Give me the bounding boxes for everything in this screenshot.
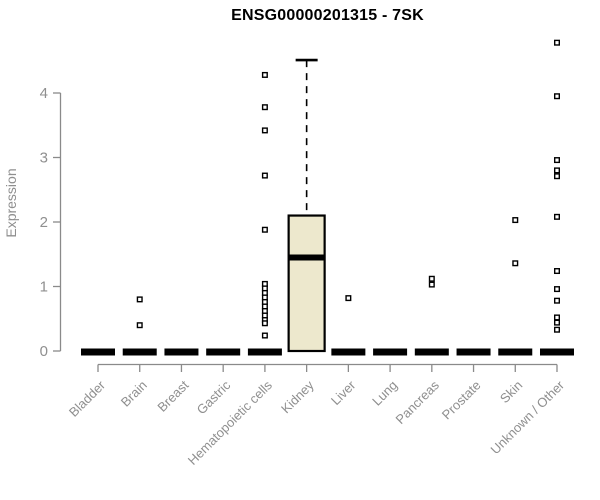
x-tick-label-unknown-other: Unknown / Other xyxy=(488,377,568,457)
box-hematopoietic-cells xyxy=(247,348,282,356)
y-tick-label-1: 1 xyxy=(40,279,48,296)
outlier-unknown-other xyxy=(553,268,560,275)
x-tick-label-skin: Skin xyxy=(497,378,525,406)
y-tick-label-3: 3 xyxy=(40,150,48,167)
box-pancreas xyxy=(414,348,449,356)
box-skin xyxy=(498,348,533,356)
y-axis-title: Expression xyxy=(3,168,19,238)
box-prostate xyxy=(456,348,491,356)
outlier-unknown-other xyxy=(553,213,560,220)
y-tick-label-2: 2 xyxy=(40,214,48,231)
box-unknown-other xyxy=(539,348,574,356)
box-bladder xyxy=(81,348,115,356)
outlier-unknown-other xyxy=(553,286,560,293)
outlier-unknown-other xyxy=(553,297,560,304)
outlier-hematopoietic-cells xyxy=(261,71,268,78)
box-liver xyxy=(331,348,366,356)
x-tick-label-liver: Liver xyxy=(328,377,359,408)
outlier-unknown-other xyxy=(553,173,560,180)
outlier-brain xyxy=(136,296,143,303)
x-tick-label-lung: Lung xyxy=(369,378,400,409)
outlier-pancreas xyxy=(428,281,435,288)
outlier-skin xyxy=(512,260,519,267)
chart-title: ENSG00000201315 - 7SK xyxy=(231,7,424,24)
outlier-hematopoietic-cells xyxy=(261,226,268,233)
outlier-hematopoietic-cells xyxy=(261,332,268,339)
box-lung xyxy=(373,348,408,356)
x-tick-label-bladder: Bladder xyxy=(66,377,109,420)
outlier-hematopoietic-cells xyxy=(261,127,268,134)
outlier-hematopoietic-cells xyxy=(261,172,268,179)
outlier-unknown-other xyxy=(553,39,560,46)
x-tick-label-brain: Brain xyxy=(118,378,150,410)
x-tick-label-gastric: Gastric xyxy=(194,377,234,417)
outlier-unknown-other xyxy=(553,326,560,333)
outlier-unknown-other xyxy=(553,167,560,174)
outlier-hematopoietic-cells xyxy=(261,104,268,111)
outlier-skin xyxy=(512,217,519,224)
box-gastric xyxy=(206,348,241,356)
x-tick-label-pancreas: Pancreas xyxy=(392,377,442,427)
x-tick-label-kidney: Kidney xyxy=(278,377,317,416)
outlier-brain xyxy=(136,322,143,329)
outlier-liver xyxy=(345,295,352,302)
box-breast xyxy=(164,348,199,356)
y-tick-label-0: 0 xyxy=(40,343,48,360)
y-tick-label-4: 4 xyxy=(40,85,48,102)
outlier-unknown-other xyxy=(553,319,560,326)
outlier-pancreas xyxy=(428,275,435,282)
outlier-unknown-other xyxy=(553,157,560,164)
x-tick-label-prostate: Prostate xyxy=(439,378,484,423)
box-kidney xyxy=(287,214,326,353)
x-tick-label-breast: Breast xyxy=(154,377,191,414)
box-brain xyxy=(122,348,157,356)
outlier-hematopoietic-cells xyxy=(261,320,268,327)
outlier-unknown-other xyxy=(553,93,560,100)
outlier-unknown-other xyxy=(553,314,560,321)
